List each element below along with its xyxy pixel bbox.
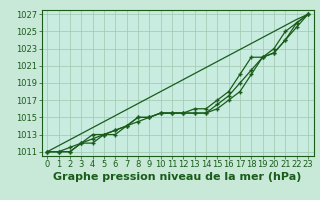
X-axis label: Graphe pression niveau de la mer (hPa): Graphe pression niveau de la mer (hPa) [53, 172, 302, 182]
